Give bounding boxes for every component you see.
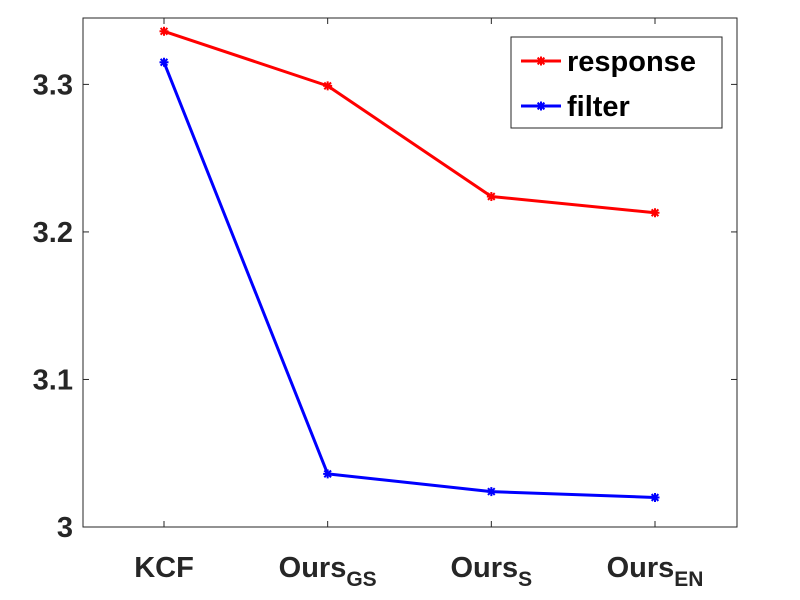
legend: response filter [510,36,723,129]
data-point-filter [323,469,333,479]
x-tick-label-main: Ours [279,552,347,584]
x-tick-label: OursGS [279,552,377,591]
plot-frame [82,17,738,528]
data-point-response [486,192,496,202]
legend-label-response: response [567,46,696,78]
legend-label-filter: filter [567,91,630,123]
series-line-filter [162,61,656,499]
legend-marker-response [536,56,546,66]
series-lines [159,26,660,502]
y-tick-label: 3.2 [33,217,73,249]
x-tick-label-subscript: S [518,568,532,591]
legend-box [510,36,723,129]
data-point-filter [159,57,169,67]
y-tick-label: 3.1 [33,364,73,396]
series-line-response [163,29,656,215]
x-tick-label: OursS [450,552,532,591]
x-tick-label: KCF [134,552,194,584]
data-point-response [650,208,660,218]
y-tick-label: 3.3 [33,69,73,101]
y-tick-labels: 3 3.1 3.2 3.3 [33,69,73,544]
data-point-filter [486,487,496,497]
data-point-response [159,26,169,36]
legend-marker-filter [536,101,546,111]
axis-ticks [83,18,737,528]
data-point-filter [650,492,660,502]
x-tick-label: OursEN [607,552,704,591]
x-tick-label-main: Ours [607,552,675,584]
x-tick-label-main: KCF [134,552,194,584]
y-tick-label: 3 [57,512,73,544]
x-tick-label-subscript: EN [674,568,703,591]
x-tick-labels: KCF OursGS OursS OursEN [134,552,703,591]
data-point-response [323,81,333,91]
x-tick-label-main: Ours [450,552,518,584]
x-tick-label-subscript: GS [346,568,376,591]
